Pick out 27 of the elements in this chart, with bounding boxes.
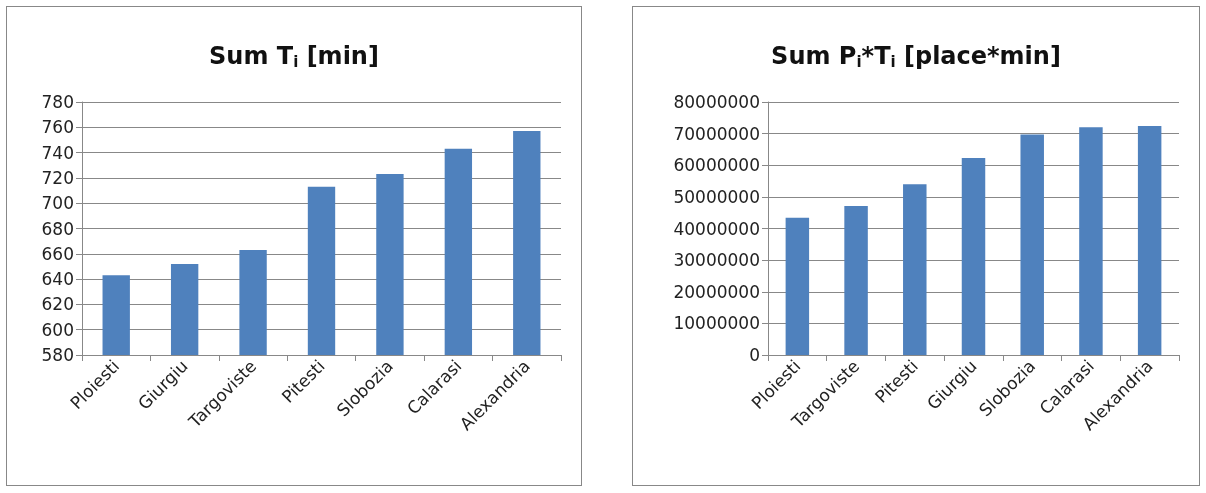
y-tick-label: 680 [41, 218, 74, 239]
y-tick-label: 10000000 [673, 313, 760, 334]
y-tick-label: 640 [41, 269, 74, 290]
bar [844, 206, 868, 355]
y-tick-label: 720 [41, 167, 74, 188]
bar [961, 157, 986, 355]
y-tick-label: 700 [41, 193, 74, 214]
bar [903, 184, 927, 355]
y-tick-label: 20000000 [673, 281, 760, 302]
bar [1137, 126, 1162, 355]
y-tick-label: 70000000 [673, 123, 760, 144]
y-tick-label: 80000000 [673, 92, 760, 112]
y-tick-label: 50000000 [673, 186, 760, 207]
y-tick-label: 620 [41, 294, 74, 315]
y-tick-label: 760 [41, 117, 74, 138]
y-tick-label: 40000000 [673, 218, 760, 239]
y-tick-label: 60000000 [673, 155, 760, 176]
y-tick-label: 0 [749, 345, 760, 365]
bar [1020, 134, 1044, 355]
y-tick-label: 30000000 [673, 250, 760, 271]
y-tick-label: 660 [41, 243, 74, 264]
y-tick-label: 740 [41, 142, 74, 163]
y-tick-label: 780 [41, 92, 74, 112]
bar [785, 217, 810, 355]
y-tick-label: 600 [41, 319, 74, 340]
y-tick-label: 580 [41, 345, 74, 365]
bar [1079, 127, 1103, 355]
